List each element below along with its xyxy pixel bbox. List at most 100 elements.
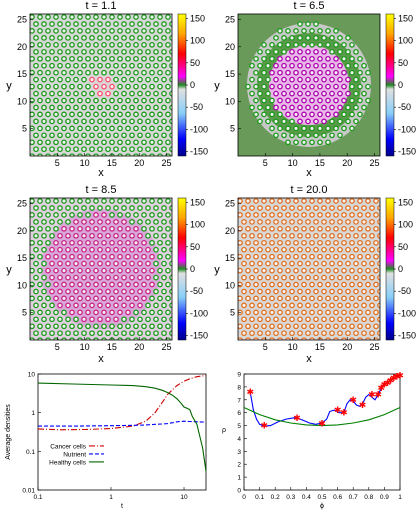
panel-1-cell-91 <box>149 41 155 48</box>
panel-2-ytick-1: 10 <box>225 96 235 106</box>
panel-4-cell-58 <box>249 219 255 225</box>
panel-2-cbar-tick-6: -150 <box>398 147 416 157</box>
panel-2-cell-115 <box>325 83 331 90</box>
panel-3-cell-157 <box>69 253 75 260</box>
panel-2-cell-137 <box>261 97 267 104</box>
panel-4-cell-255 <box>305 288 311 295</box>
panel-3-cell-255 <box>97 288 103 295</box>
panel-4-cell-267 <box>245 295 251 302</box>
panel-1-cell-326 <box>57 132 63 139</box>
panel-4-cell-168 <box>365 253 371 260</box>
panel-1-cell-88 <box>125 41 131 48</box>
panel-4-cell-148 <box>361 246 367 253</box>
panel-4-cell-102 <box>297 232 303 239</box>
panel-1-cell-188 <box>169 76 172 83</box>
panel-2-cell-151 <box>249 104 255 111</box>
rho-phi-xlabel: ϕ <box>320 503 324 510</box>
panel-1-cell-295 <box>113 118 119 125</box>
panel-3-cell-254 <box>89 288 95 295</box>
panel-2-cell-21 <box>261 41 267 48</box>
panel-1-ytick-1: 10 <box>17 96 27 106</box>
panel-4-frame <box>237 197 381 341</box>
panel-3-cell-187 <box>161 260 167 267</box>
panel-3-cells <box>30 198 172 340</box>
panel-1-ylabel: y <box>6 80 12 92</box>
panel-4-cell-62 <box>281 219 287 225</box>
panel-4-cell-281 <box>357 295 363 302</box>
panel-4-cell-194 <box>269 267 275 274</box>
panel-1-cell-45 <box>85 28 91 34</box>
rho-phi-marker-16: ✱ <box>396 370 404 380</box>
panel-4-cell-64 <box>297 219 303 225</box>
panel-4-cell-373 <box>337 330 343 337</box>
panel-3-cell-330 <box>89 316 95 323</box>
panel-1-cell-213 <box>65 90 71 97</box>
panel-1-cell-268 <box>45 111 51 118</box>
panel-4-cell-17 <box>373 198 379 204</box>
rho-phi-xtick-2: 0.2 <box>271 494 280 501</box>
panel-4-cell-176 <box>281 260 287 267</box>
panel-4-cell-2 <box>253 198 259 204</box>
panel-4-cell-221 <box>337 274 343 281</box>
panel-1-cell-285 <box>33 118 39 125</box>
panel-1-cell-214 <box>73 90 79 97</box>
panel-4-cell-278 <box>333 295 339 302</box>
panel-1-cell-67 <box>113 35 119 41</box>
panel-2-cell-146 <box>333 97 339 104</box>
panel-2-cell-165 <box>361 104 367 111</box>
panel-3-cell-384 <box>61 337 67 340</box>
panel-3-cell-286 <box>41 302 47 309</box>
panel-4-cell-263 <box>369 288 375 295</box>
panel-4-cell-33 <box>353 205 359 211</box>
panel-3-cell-294 <box>105 302 111 309</box>
panel-3-cell-225 <box>161 274 167 281</box>
panel-3-cell-312 <box>93 309 99 316</box>
panel-3-cell-363 <box>49 330 55 337</box>
panel-4-cell-256 <box>313 288 319 295</box>
panel-4-cell-369 <box>305 330 311 337</box>
panel-1-cell-216 <box>89 90 95 97</box>
panel-3-cell-351 <box>101 323 107 330</box>
panel-3-cell-17 <box>165 198 171 204</box>
panel-4-cell-171 <box>241 260 247 267</box>
panel-2-cell-154 <box>273 104 279 111</box>
panel-1-cell-153 <box>37 69 43 76</box>
panel-1-cell-16 <box>157 14 163 20</box>
panel-3-cell-78 <box>45 225 51 232</box>
panel-2-cell-205 <box>281 132 287 139</box>
panel-4-cell-317 <box>341 309 347 316</box>
panel-3-cell-51 <box>133 212 139 218</box>
panel-4-cell-202 <box>333 267 339 274</box>
panel-3-cell-385 <box>69 337 75 340</box>
panel-3-cell-310 <box>77 309 83 316</box>
rho-phi-marker-12: ✱ <box>384 378 392 388</box>
panel-3-cell-127 <box>133 239 139 246</box>
panel-1-cell-365 <box>65 146 71 153</box>
panel-1-cell-173 <box>49 76 55 83</box>
panel-4-cell-69 <box>337 219 343 225</box>
panel-1-cell-202 <box>125 83 131 90</box>
panel-1-cell-69 <box>129 35 135 41</box>
panel-3-cell-237 <box>101 281 107 288</box>
rho-phi-marker-4: ✱ <box>334 405 342 415</box>
panel-4-cell-338 <box>361 316 367 323</box>
panel-4-cell-179 <box>305 260 311 267</box>
panel-1-cell-44 <box>77 28 83 34</box>
panel-3-cell-172 <box>41 260 47 267</box>
panel-3-cell-7 <box>85 198 91 204</box>
panel-4-cell-398 <box>382 338 386 342</box>
panel-4-cell-63 <box>289 219 295 225</box>
panel-1-cell-145 <box>129 62 135 69</box>
panel-4-cell-410 <box>330 345 334 349</box>
panel-1-cell-92 <box>157 41 163 48</box>
panel-4-cell-266 <box>238 295 243 302</box>
rho-phi-ytick-4: 4 <box>237 436 241 443</box>
rho-phi-marker-7: ✱ <box>359 400 367 410</box>
panel-1-cell-105 <box>113 48 119 55</box>
panel-4-ytick-3: 20 <box>225 226 235 236</box>
panel-3-cell-262 <box>153 288 159 295</box>
panel-2-cell-158 <box>305 104 311 111</box>
panel-4-cell-277 <box>325 295 331 302</box>
densities-legend-label-1: Nutrient <box>63 451 86 458</box>
panel-3-cell-81 <box>69 225 75 232</box>
